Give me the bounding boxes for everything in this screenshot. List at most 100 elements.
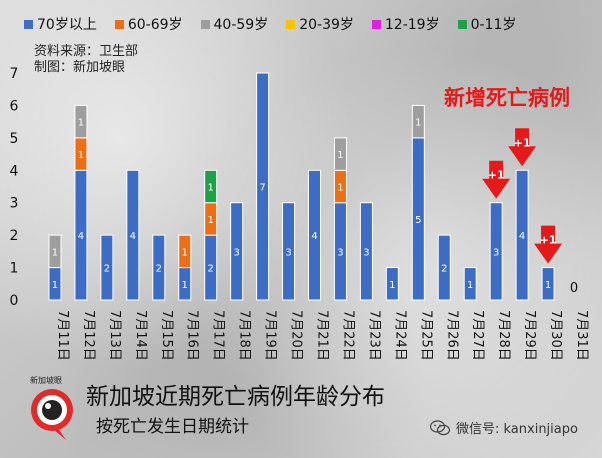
legend-item: 60-69岁 — [114, 14, 183, 34]
bar-value-label: 1 — [182, 280, 188, 291]
wechat-id: 微信号: kanxinjiapo — [430, 418, 578, 437]
bar-value-label: 3 — [337, 247, 343, 258]
down-arrow-icon — [508, 128, 537, 167]
annotation-label: +1 — [540, 234, 557, 247]
x-tick-label: 7月18日 — [237, 310, 252, 361]
brand-logo — [31, 389, 73, 440]
x-tick-label: 7月11日 — [55, 310, 70, 361]
y-tick-label: 1 — [10, 261, 19, 277]
bar-value-label: 4 — [78, 231, 84, 242]
bar-value-label: 5 — [415, 215, 421, 226]
x-tick-label: 7月30日 — [548, 310, 563, 361]
bar-value-label: 2 — [104, 264, 110, 275]
bar-segment — [489, 202, 503, 301]
bar-segment — [74, 104, 88, 139]
footer-title: 新加坡近期死亡病例年龄分布 — [86, 384, 385, 410]
x-tick-label: 7月14日 — [133, 310, 148, 361]
bar-value-label: 1 — [52, 280, 58, 291]
y-tick-label: 7 — [10, 66, 19, 82]
legend-item: 20-39岁 — [286, 14, 354, 34]
source-note: 资料来源：卫生部 制图：新加坡眼 — [34, 44, 138, 76]
bar-segment — [308, 169, 321, 301]
legend-item: 40-59岁 — [200, 14, 269, 34]
x-tick-label: 7月26日 — [444, 310, 459, 361]
y-tick-label: 4 — [10, 163, 19, 179]
bar-value-label: 4 — [519, 231, 525, 242]
legend-label: 12-19岁 — [384, 17, 440, 33]
legend-swatch — [286, 19, 296, 29]
legend-label: 40-59岁 — [213, 17, 269, 33]
bar-segment — [282, 202, 296, 301]
x-tick-label: 7月19日 — [263, 310, 278, 361]
bar-value-label: 1 — [389, 280, 395, 291]
legend-swatch — [114, 19, 124, 29]
bar-segment — [437, 234, 451, 301]
x-tick-label: 7月15日 — [159, 310, 174, 361]
legend-label: 70岁以上 — [37, 17, 97, 33]
bar-value-label: 2 — [156, 264, 162, 275]
bar-segment — [359, 202, 373, 301]
chart-corner-title: 新增死亡病例 — [444, 86, 570, 110]
bar-value-label: 1 — [337, 183, 343, 194]
bar-segment — [411, 104, 425, 139]
bar-value-label: 1 — [78, 150, 84, 161]
bar-value-label: 1 — [415, 118, 421, 129]
legend-swatch — [371, 19, 381, 29]
legend-swatch — [24, 19, 33, 29]
bar-value-label: 2 — [441, 264, 447, 275]
legend-item: 0-11岁 — [457, 14, 517, 34]
bar-value-label: 1 — [208, 215, 214, 226]
bar-segment — [230, 202, 244, 301]
brand-logo-text: 新加坡眼 — [30, 376, 62, 385]
annotation-label: +1 — [514, 136, 531, 149]
credit-line: 制图：新加坡眼 — [34, 60, 126, 75]
x-tick-label: 7月13日 — [107, 310, 122, 361]
legend-label: 60-69岁 — [127, 17, 183, 33]
bar-segment — [152, 234, 166, 301]
bar-value-label: 4 — [130, 231, 136, 242]
y-tick-label: 5 — [10, 131, 19, 147]
bar-segment — [100, 234, 114, 301]
source-line: 资料来源：卫生部 — [34, 44, 139, 59]
bar-segment — [126, 169, 140, 301]
bar-segment — [178, 234, 192, 269]
x-tick-label: 7月17日 — [211, 310, 226, 361]
x-tick-label: 7月21日 — [315, 310, 330, 361]
bar-value-label: 3 — [233, 247, 239, 258]
x-tick-label: 7月27日 — [470, 310, 485, 361]
x-tick-label: 7月12日 — [81, 310, 96, 361]
legend: 70岁以上 60-69岁 40-59岁 20-39岁 12-19岁 0-11岁 — [24, 14, 516, 34]
y-tick-label: 0 — [10, 293, 19, 309]
bar-segment — [385, 267, 399, 301]
legend-item: 70岁以上 — [24, 14, 97, 34]
bar-segment — [204, 169, 218, 204]
y-tick-label: 2 — [10, 228, 19, 244]
bar-value-label: 3 — [285, 247, 291, 258]
bar-value-label: 1 — [208, 183, 214, 194]
legend-label: 20-39岁 — [299, 17, 354, 33]
zero-value-label: 0 — [570, 281, 578, 296]
bar-segment — [463, 267, 477, 301]
y-tick-label: 6 — [10, 98, 19, 114]
bar-value-label: 1 — [545, 280, 551, 291]
x-tick-label: 7月25日 — [418, 310, 433, 361]
bar-value-label: 1 — [78, 118, 84, 129]
bar-value-label: 7 — [259, 183, 265, 194]
x-tick-label: 7月16日 — [185, 310, 200, 361]
legend-label: 0-11岁 — [470, 17, 517, 33]
legend-swatch — [457, 19, 467, 29]
x-tick-label: 7月23日 — [366, 310, 381, 361]
bar-value-label: 3 — [363, 247, 369, 258]
legend-item: 12-19岁 — [371, 14, 440, 34]
legend-swatch — [200, 19, 210, 29]
bar-value-label: 4 — [311, 231, 317, 242]
x-tick-label: 7月20日 — [289, 310, 304, 361]
x-tick-label: 7月24日 — [392, 310, 407, 361]
bar-segment — [256, 72, 270, 301]
bar-value-label: 3 — [493, 247, 499, 258]
bar-segment — [48, 234, 62, 269]
bar-segment — [541, 267, 555, 301]
x-tick-label: 7月28日 — [496, 310, 511, 361]
